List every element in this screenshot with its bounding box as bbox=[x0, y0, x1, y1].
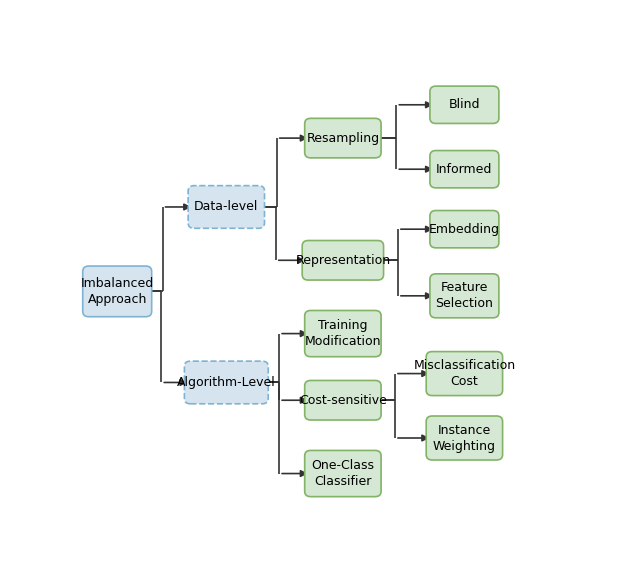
Text: Data-level: Data-level bbox=[194, 200, 259, 213]
Text: Blind: Blind bbox=[449, 98, 480, 111]
Text: Feature
Selection: Feature Selection bbox=[435, 282, 493, 310]
Text: Imbalanced
Approach: Imbalanced Approach bbox=[81, 277, 154, 306]
FancyBboxPatch shape bbox=[305, 451, 381, 497]
FancyBboxPatch shape bbox=[184, 361, 268, 404]
FancyBboxPatch shape bbox=[430, 86, 499, 123]
Text: Cost-sensitive: Cost-sensitive bbox=[299, 394, 387, 407]
FancyBboxPatch shape bbox=[305, 310, 381, 357]
Text: Instance
Weighting: Instance Weighting bbox=[433, 424, 496, 452]
Text: One-Class
Classifier: One-Class Classifier bbox=[312, 459, 374, 488]
FancyBboxPatch shape bbox=[83, 266, 152, 317]
Text: Training
Modification: Training Modification bbox=[305, 319, 381, 348]
FancyBboxPatch shape bbox=[430, 151, 499, 188]
Text: Representation: Representation bbox=[295, 254, 390, 267]
Text: Informed: Informed bbox=[436, 163, 493, 176]
Text: Embedding: Embedding bbox=[429, 223, 500, 235]
FancyBboxPatch shape bbox=[305, 380, 381, 420]
FancyBboxPatch shape bbox=[430, 274, 499, 318]
FancyBboxPatch shape bbox=[302, 241, 383, 280]
FancyBboxPatch shape bbox=[188, 186, 264, 228]
Text: Misclassification
Cost: Misclassification Cost bbox=[413, 359, 515, 388]
FancyBboxPatch shape bbox=[426, 416, 502, 460]
Text: Resampling: Resampling bbox=[307, 132, 380, 145]
FancyBboxPatch shape bbox=[426, 351, 502, 396]
Text: Algorithm-Level: Algorithm-Level bbox=[177, 376, 276, 389]
FancyBboxPatch shape bbox=[430, 211, 499, 248]
FancyBboxPatch shape bbox=[305, 118, 381, 158]
